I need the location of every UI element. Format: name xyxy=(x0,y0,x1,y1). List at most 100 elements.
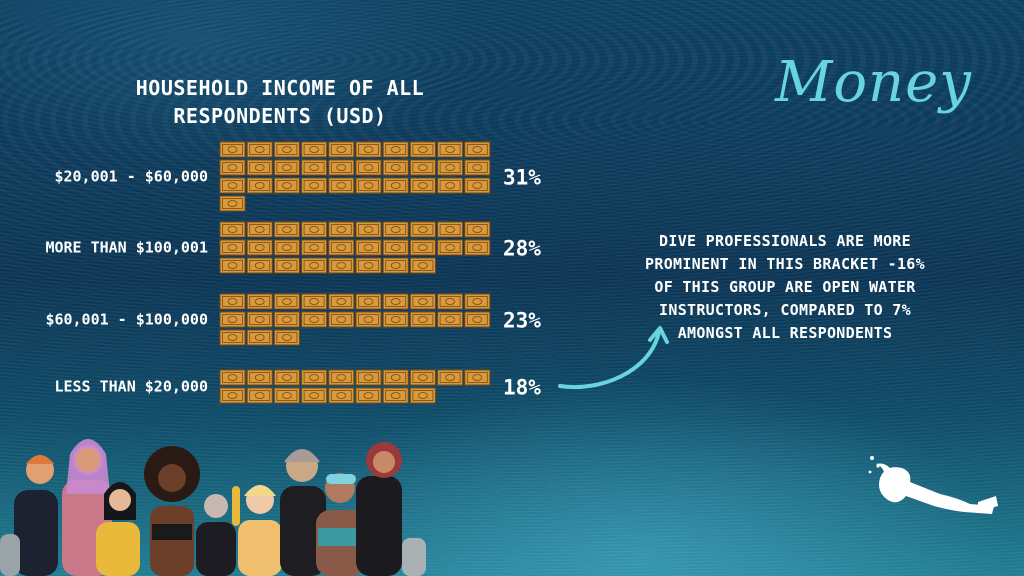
dollar-bill-icon xyxy=(409,221,436,238)
dollar-bill-icon xyxy=(437,221,464,238)
dollar-bill-icon xyxy=(355,141,382,158)
dollar-bill-icon xyxy=(246,221,273,238)
dollar-bill-icon xyxy=(437,293,464,310)
dollar-bill-icon xyxy=(273,141,300,158)
dollar-bill-icon xyxy=(273,387,300,404)
dollar-bill-icon xyxy=(219,221,246,238)
dollar-bill-icon xyxy=(246,329,273,346)
dollar-bill-icon xyxy=(355,239,382,256)
dollar-bill-icon xyxy=(301,293,328,310)
dollar-bill-icon xyxy=(301,311,328,328)
dollar-bill-icon xyxy=(382,239,409,256)
dollar-bill-icon xyxy=(409,177,436,194)
dollar-bill-icon xyxy=(409,369,436,386)
dollar-bill-icon xyxy=(219,257,246,274)
dollar-bill-icon xyxy=(219,141,246,158)
dollar-bill-icon xyxy=(301,177,328,194)
person-3 xyxy=(96,482,140,576)
curved-arrow-icon xyxy=(558,326,669,389)
dollar-bill-icon xyxy=(382,177,409,194)
dollar-bill-icon xyxy=(355,159,382,176)
dollar-bill-icon xyxy=(328,387,355,404)
dollar-bill-icon xyxy=(246,293,273,310)
dollar-bill-icon xyxy=(355,311,382,328)
dollar-bill-icon xyxy=(219,239,246,256)
value-label: 23% xyxy=(503,309,541,333)
dollar-bill-icon xyxy=(328,311,355,328)
dollar-bill-icon xyxy=(273,159,300,176)
dollar-bill-icon xyxy=(328,239,355,256)
dollar-bill-icon xyxy=(273,257,300,274)
dollar-bill-icon xyxy=(219,329,246,346)
dollar-bill-icon xyxy=(382,293,409,310)
person-4 xyxy=(144,446,200,576)
dollar-bill-icon xyxy=(464,221,491,238)
value-label: 28% xyxy=(503,237,541,261)
dollar-bill-icon xyxy=(219,177,246,194)
dollar-bill-icon xyxy=(355,369,382,386)
dollar-bill-icon xyxy=(355,221,382,238)
dollar-bill-icon xyxy=(328,257,355,274)
dollar-bill-icon xyxy=(437,141,464,158)
dollar-bill-icon xyxy=(273,177,300,194)
dollar-bill-icon xyxy=(219,195,246,212)
dollar-bill-icon xyxy=(437,369,464,386)
dollar-bill-icon xyxy=(355,177,382,194)
dollar-bill-icon xyxy=(246,369,273,386)
dollar-bill-icon xyxy=(273,311,300,328)
category-label: $60,001 - $100,000 xyxy=(45,311,208,329)
category-label: $20,001 - $60,000 xyxy=(54,168,208,186)
callout-text: DIVE PROFESSIONALS ARE MORE PROMINENT IN… xyxy=(645,232,925,342)
dollar-bill-icon xyxy=(328,177,355,194)
dollar-bill-icon xyxy=(246,239,273,256)
dollar-bill-icon xyxy=(219,159,246,176)
dollar-bill-icon xyxy=(273,329,300,346)
dollar-bill-icon xyxy=(382,369,409,386)
dollar-bill-icon xyxy=(382,221,409,238)
dollar-bill-icon xyxy=(246,177,273,194)
dollar-bill-icon xyxy=(219,387,246,404)
dollar-bill-icon xyxy=(273,239,300,256)
dollar-bill-icon xyxy=(246,159,273,176)
dollar-bill-icon xyxy=(301,387,328,404)
brand-title: Money xyxy=(775,50,972,115)
dollar-bill-icon xyxy=(301,221,328,238)
dollar-bill-icon xyxy=(246,387,273,404)
person-6 xyxy=(238,485,282,576)
dollar-bill-icon xyxy=(382,141,409,158)
dollar-bill-icon xyxy=(355,293,382,310)
dollar-bill-icon xyxy=(409,293,436,310)
dollar-bill-icon xyxy=(382,257,409,274)
dollar-bill-icon xyxy=(219,311,246,328)
dollar-bill-icon xyxy=(409,387,436,404)
dollar-bill-icon xyxy=(301,369,328,386)
dollar-bill-icon xyxy=(464,141,491,158)
dollar-bill-icon xyxy=(464,311,491,328)
person-5 xyxy=(196,486,240,576)
dollar-bill-icon xyxy=(246,257,273,274)
category-label: MORE THAN $100,001 xyxy=(45,239,208,257)
dollar-bill-icon xyxy=(301,257,328,274)
dollar-bill-icon xyxy=(328,159,355,176)
dollar-bill-icon xyxy=(328,369,355,386)
dollar-bill-icon xyxy=(409,311,436,328)
dollar-bill-icon xyxy=(464,159,491,176)
dollar-bill-icon xyxy=(273,369,300,386)
dollar-bill-icon xyxy=(409,239,436,256)
scuba-diver-icon xyxy=(868,456,998,514)
dollar-bill-icon xyxy=(219,293,246,310)
dollar-bill-icon xyxy=(437,311,464,328)
dollar-bill-icon xyxy=(355,387,382,404)
dollar-bill-icon xyxy=(301,141,328,158)
person-9 xyxy=(356,442,426,576)
dollar-bill-icon xyxy=(328,141,355,158)
dollar-bill-icon xyxy=(301,159,328,176)
dollar-bill-icon xyxy=(246,311,273,328)
dollar-bill-icon xyxy=(246,141,273,158)
person-7 xyxy=(280,449,326,576)
dollar-bill-icon xyxy=(409,141,436,158)
dollar-bill-icon xyxy=(301,239,328,256)
dollar-bill-icon xyxy=(219,369,246,386)
dollar-bill-icon xyxy=(464,293,491,310)
